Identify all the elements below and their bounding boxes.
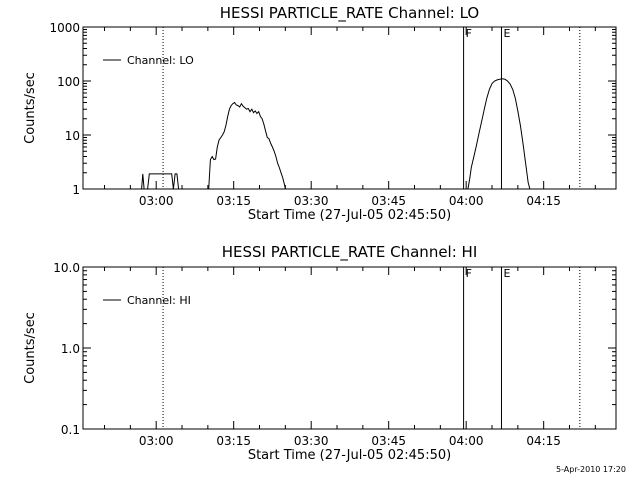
p2-x-tick-label: 04:00 [449,434,484,448]
p1-y-axis-label: Counts/sec [23,72,38,144]
p1-x-tick-label: 04:00 [449,194,484,208]
timestamp: 5-Apr-2010 17:20 [556,465,626,474]
p2-chart-title: HESSI PARTICLE_RATE Channel: HI [222,243,478,262]
p1-y-tick-label: 100 [57,75,80,89]
p1-x-tick-label: 03:00 [139,194,174,208]
p1-series-line-0 [141,78,531,190]
p1-x-tick-label: 03:15 [216,194,251,208]
p2-x-tick-label: 03:15 [216,434,251,448]
p1-y-tick-label: 1000 [49,21,80,35]
p2-x-tick-label: 04:15 [526,434,561,448]
p1-legend-label: Channel: LO [127,54,194,67]
p1-x-axis-label: Start Time (27-Jul-05 02:45:50) [248,208,451,223]
p2-y-axis-label: Counts/sec [23,312,38,384]
p2-x-tick-label: 03:45 [371,434,406,448]
p1-y-tick-label: 10 [65,129,80,143]
p1-x-tick-label: 04:15 [526,194,561,208]
p1-event-marker-label: F [466,27,472,40]
p1-x-tick-label: 03:30 [294,194,329,208]
p2-y-tick-label: 10.0 [53,261,80,275]
p2-x-axis-label: Start Time (27-Jul-05 02:45:50) [248,448,451,463]
p1-event-marker-label: E [503,27,510,40]
p2-y-tick-label: 1.0 [61,342,80,356]
p1-y-tick-label: 1 [72,183,80,197]
p2-event-marker-label: F [466,267,472,280]
p1-x-tick-label: 03:45 [371,194,406,208]
p2-x-tick-label: 03:00 [139,434,174,448]
p1-chart-title: HESSI PARTICLE_RATE Channel: LO [220,4,479,23]
p2-event-marker-label: E [503,267,510,280]
p2-y-tick-label: 0.1 [61,423,80,437]
p2-x-tick-label: 03:30 [294,434,329,448]
p2-legend-label: Channel: HI [127,294,191,307]
